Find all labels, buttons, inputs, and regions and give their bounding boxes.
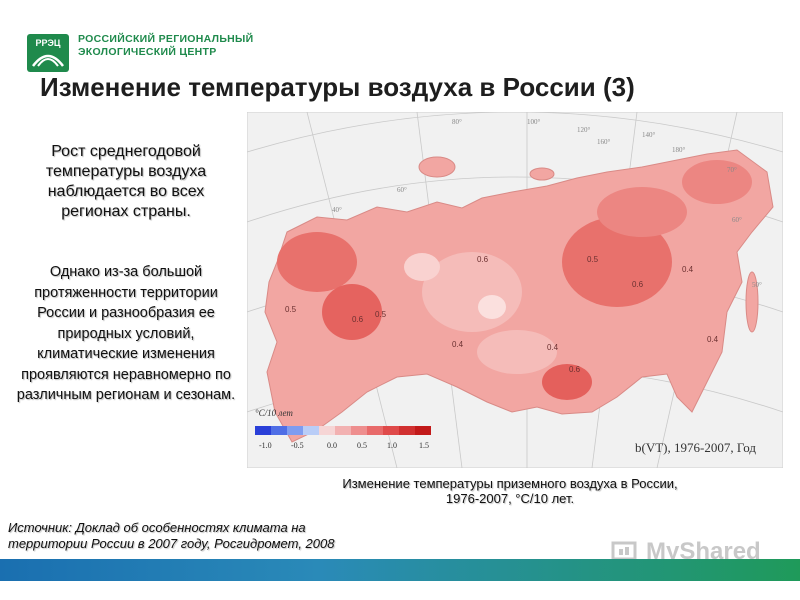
map-label: b(VT), 1976-2007, Год	[635, 440, 756, 455]
graticule-label: 70°	[727, 166, 737, 174]
graticule-label: 60°	[397, 186, 407, 194]
slide-title: Изменение температуры воздуха в России (…	[40, 72, 635, 102]
graticule-label: 80°	[452, 118, 462, 126]
source-line2: территории России в 2007 году, Росгидром…	[8, 536, 335, 551]
legend-tick: -1.0	[259, 441, 272, 450]
contour-label: 0.6	[569, 365, 581, 374]
legend-swatch	[287, 426, 303, 435]
map-legend: °C/10 лет -1.0 -0.5 0.0 0.5 1.0 1.5	[255, 408, 431, 450]
cool-zone-south	[477, 330, 557, 374]
legend-swatch	[367, 426, 383, 435]
contour-label: 0.4	[547, 343, 559, 352]
island-novaya-zemlya	[418, 156, 456, 178]
legend-tick: -0.5	[291, 441, 304, 450]
contour-labels: 0.5 0.6 0.5 0.4 0.6 0.4 0.6 0.4 0.5 0.6 …	[285, 255, 719, 374]
graticule-label: 40°	[332, 206, 342, 214]
legend-swatch	[255, 426, 271, 435]
legend-unit: °C/10 лет	[255, 408, 293, 418]
graticule-label: 160°	[597, 138, 611, 146]
hot-zone-siberia	[562, 217, 672, 307]
graticule-label: 100°	[527, 118, 541, 126]
hot-zone-chukotka	[682, 160, 752, 204]
graticule-label: 180°	[672, 146, 686, 154]
legend-swatch	[415, 426, 431, 435]
hot-zone-taymyr	[597, 187, 687, 237]
text-paragraph-1: Рост среднегодовой температуры воздуха н…	[45, 143, 207, 220]
text-paragraph-2: Однако из-за большой протяженности терри…	[16, 264, 236, 403]
legend-swatch	[319, 426, 335, 435]
logo: РРЭЦ	[27, 34, 69, 72]
hot-zone-west	[277, 232, 357, 292]
contour-label: 0.6	[352, 315, 364, 324]
temperature-map: 0.5 0.6 0.5 0.4 0.6 0.4 0.6 0.4 0.5 0.6 …	[247, 112, 783, 468]
legend-swatch	[303, 426, 319, 435]
hot-zone-volga	[322, 284, 382, 340]
legend-swatch	[271, 426, 287, 435]
contour-label: 0.5	[375, 310, 387, 319]
contour-label: 0.6	[477, 255, 489, 264]
logo-abbr: РРЭЦ	[35, 38, 61, 48]
contour-label: 0.5	[285, 305, 297, 314]
hot-zone-baikal	[542, 364, 592, 400]
org-name: РОССИЙСКИЙ РЕГИОНАЛЬНЫЙ ЭКОЛОГИЧЕСКИЙ ЦЕ…	[78, 33, 253, 59]
source-note: Источник: Доклад об особенностях климата…	[8, 520, 428, 552]
legend-swatch	[399, 426, 415, 435]
map-caption: Изменение температуры приземного воздуха…	[290, 476, 730, 506]
contour-label: 0.4	[682, 265, 694, 274]
caption-line1: Изменение температуры приземного воздуха…	[342, 476, 678, 491]
graticule-label: 140°	[642, 131, 656, 139]
cool-zone-center	[478, 295, 506, 319]
graticule-label: 120°	[577, 126, 591, 134]
contour-label: 0.5	[587, 255, 599, 264]
legend-swatch	[335, 426, 351, 435]
graticule-label: 60°	[732, 216, 742, 224]
legend-tick: 0.0	[327, 441, 337, 450]
legend-swatch	[383, 426, 399, 435]
legend-swatch	[351, 426, 367, 435]
cool-zone-ural	[404, 253, 440, 281]
legend-tick: 1.5	[419, 441, 429, 450]
source-line1: Источник: Доклад об особенностях климата…	[8, 520, 306, 535]
island-sakhalin	[745, 271, 759, 333]
island-severnaya	[529, 167, 555, 181]
contour-label: 0.4	[707, 335, 719, 344]
bottom-bar	[0, 559, 800, 581]
contour-label: 0.4	[452, 340, 464, 349]
graticule-label: 50°	[752, 281, 762, 289]
org-line2: ЭКОЛОГИЧЕСКИЙ ЦЕНТР	[78, 46, 217, 58]
org-line1: РОССИЙСКИЙ РЕГИОНАЛЬНЫЙ	[78, 33, 254, 45]
legend-tick: 1.0	[387, 441, 397, 450]
legend-tick: 0.5	[357, 441, 367, 450]
graticule-labels: 80° 100° 120° 140° 160° 180° 40° 60° 70°…	[332, 118, 762, 289]
legend-color-bar	[255, 426, 431, 435]
legend-ticks: -1.0 -0.5 0.0 0.5 1.0 1.5	[259, 441, 429, 450]
contour-label: 0.6	[632, 280, 644, 289]
caption-line2: 1976-2007, °С/10 лет.	[445, 491, 575, 506]
logo-arc-icon	[32, 54, 64, 67]
